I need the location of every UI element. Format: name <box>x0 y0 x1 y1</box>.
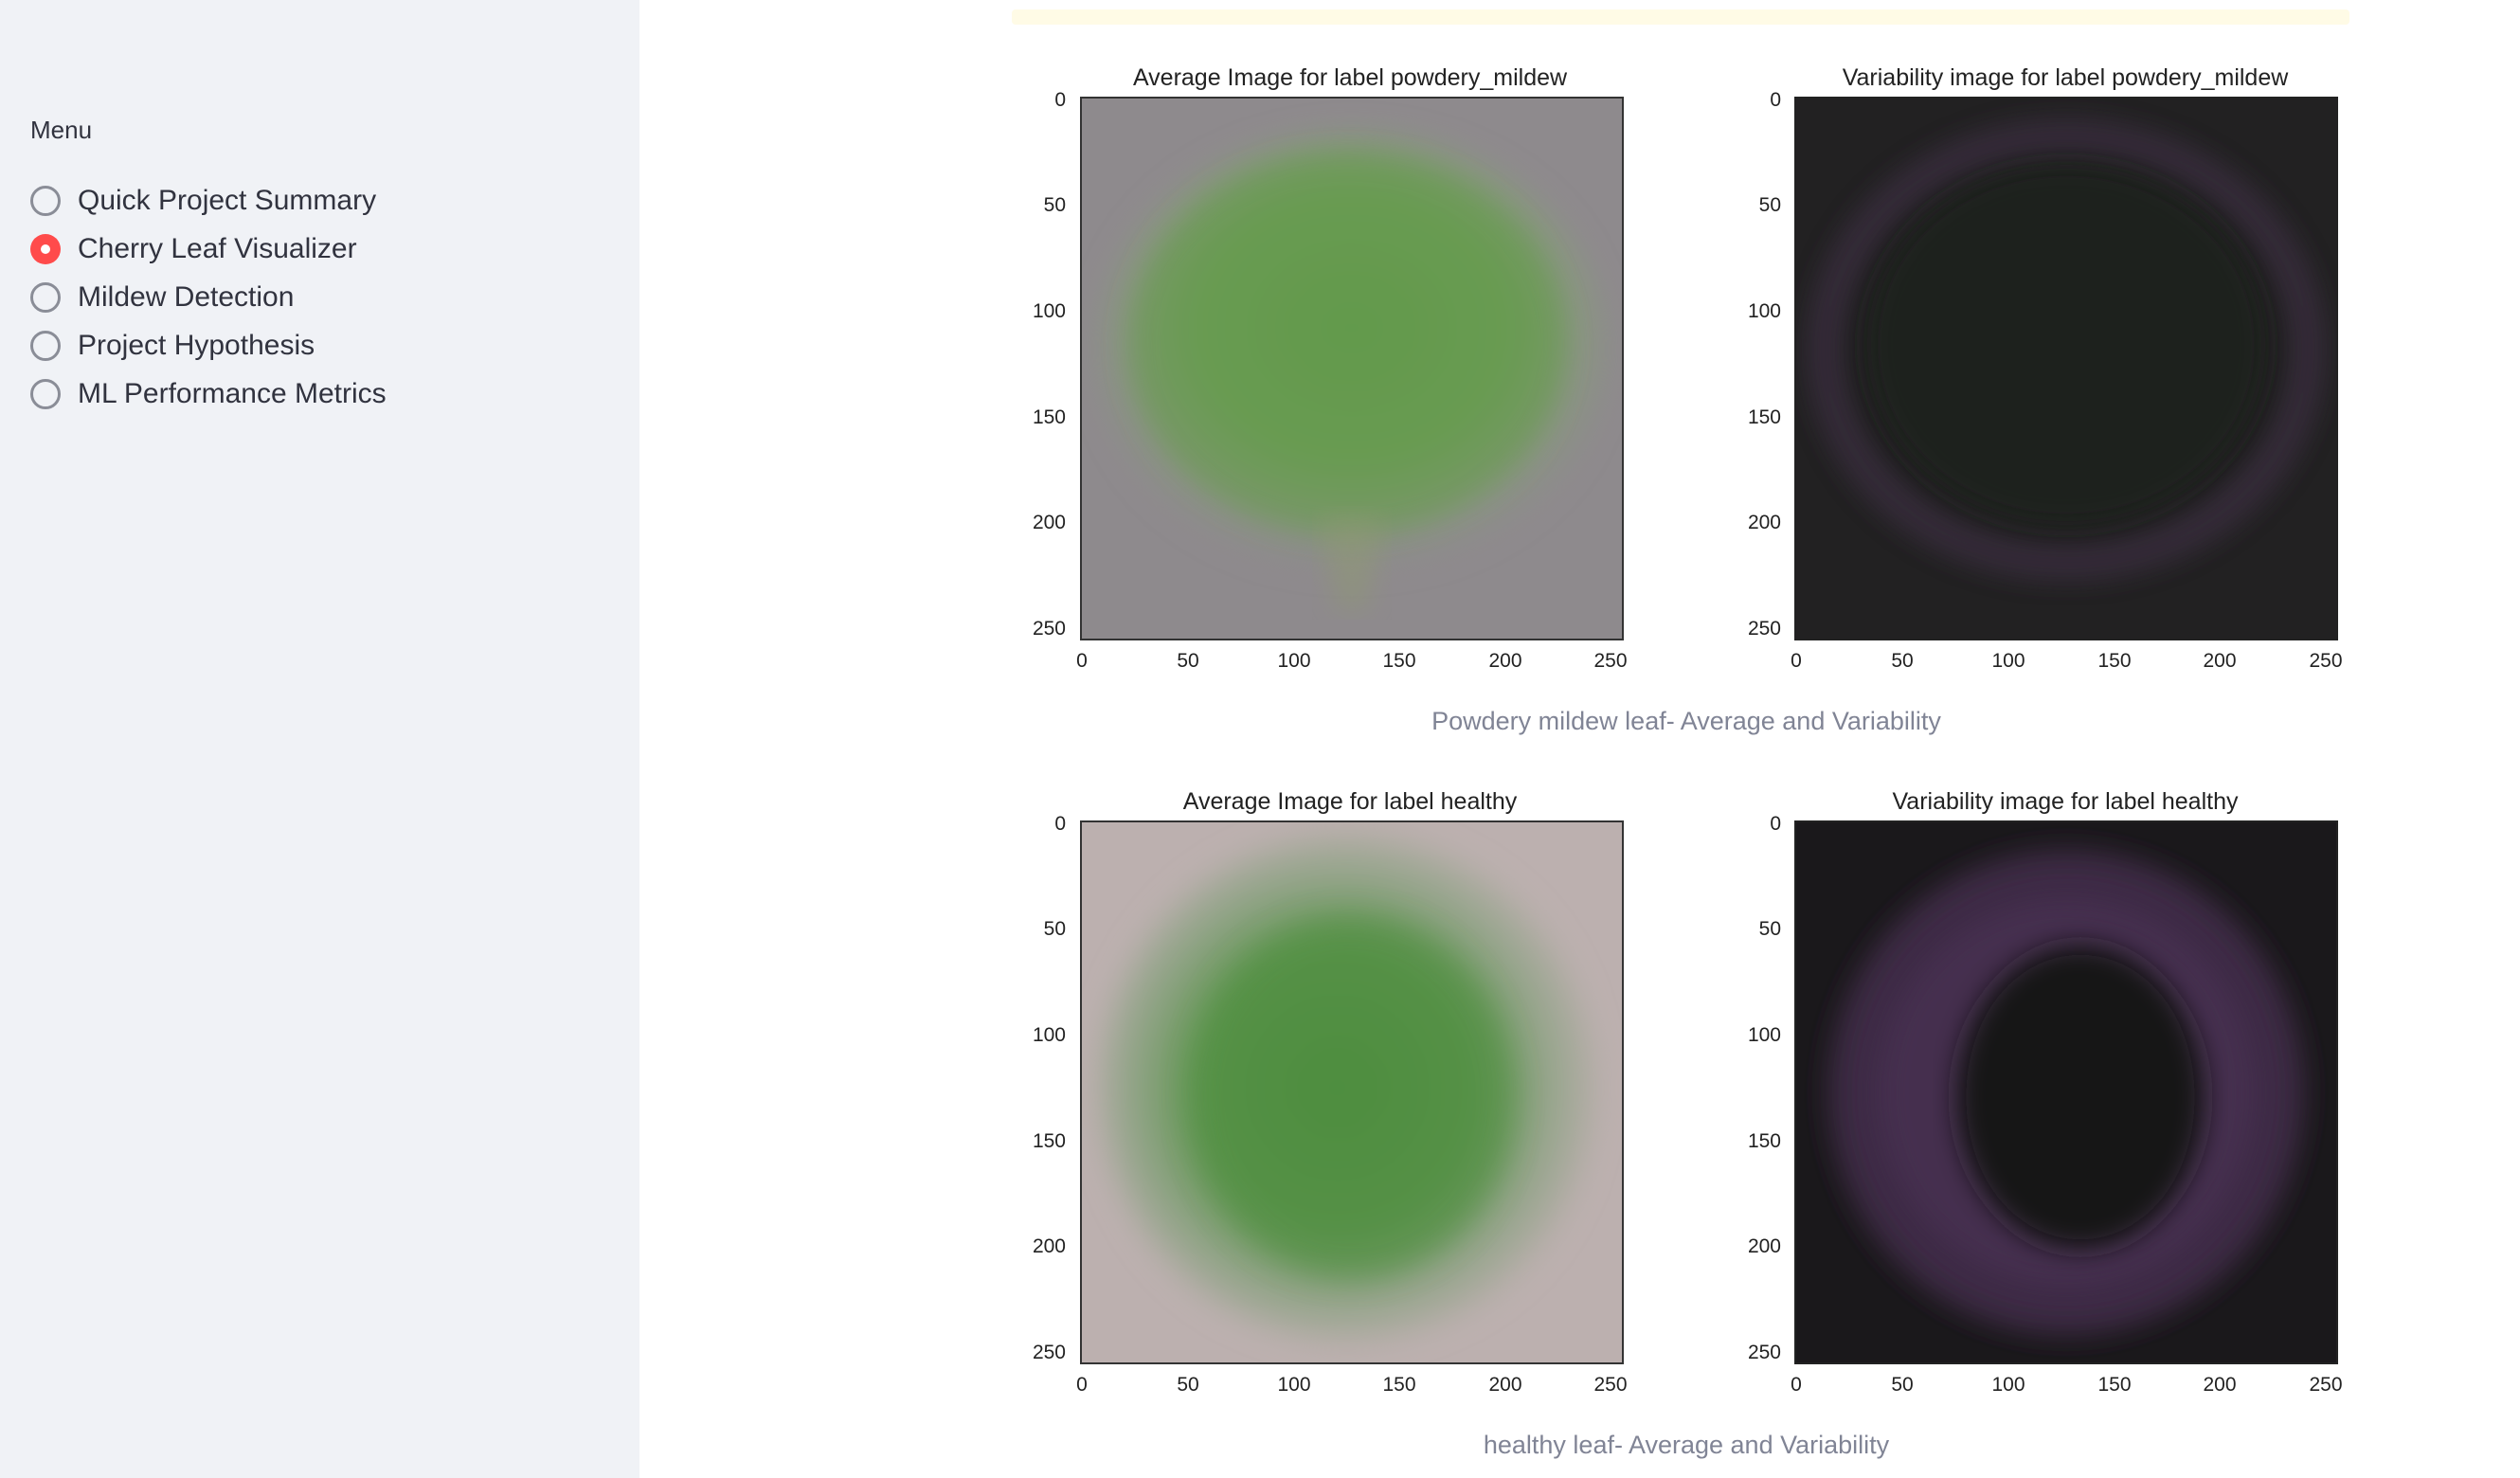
y-tick: 250 <box>1033 618 1066 640</box>
x-tick: 100 <box>1277 1374 1310 1397</box>
y-tick: 150 <box>1748 1130 1781 1153</box>
y-tick: 200 <box>1033 512 1066 534</box>
menu-item-label: Cherry Leaf Visualizer <box>78 233 357 265</box>
x-tick: 150 <box>2097 1374 2131 1397</box>
y-tick: 100 <box>1033 300 1066 323</box>
x-tick: 200 <box>2203 1374 2236 1397</box>
y-tick: 50 <box>1044 918 1066 941</box>
x-tick: 200 <box>1488 650 1521 673</box>
y-tick: 50 <box>1759 194 1781 217</box>
pm-variability-image <box>1794 97 2338 640</box>
x-tick: 250 <box>1593 1374 1627 1397</box>
radio-selected-icon[interactable] <box>30 234 61 264</box>
x-tick: 50 <box>1891 650 1913 673</box>
pm-variability-title: Variability image for label powdery_mild… <box>1843 64 2289 92</box>
sidebar: Menu Quick Project Summary Cherry Leaf V… <box>0 0 639 1478</box>
y-tick: 100 <box>1748 1024 1781 1047</box>
y-tick: 100 <box>1033 1024 1066 1047</box>
healthy-average-title: Average Image for label healthy <box>1183 788 1518 816</box>
x-tick: 250 <box>2309 1374 2342 1397</box>
menu-item-ml-performance-metrics[interactable]: ML Performance Metrics <box>30 370 387 418</box>
x-tick: 100 <box>1991 650 2025 673</box>
x-tick: 0 <box>1076 650 1088 673</box>
x-tick: 150 <box>1382 650 1415 673</box>
pm-caption: Powdery mildew leaf- Average and Variabi… <box>1431 707 1941 736</box>
x-tick: 150 <box>2097 650 2131 673</box>
menu-item-label: ML Performance Metrics <box>78 378 387 410</box>
menu-item-label: Mildew Detection <box>78 281 294 314</box>
healthy-variability-image <box>1794 820 2338 1364</box>
y-tick: 0 <box>1770 89 1781 112</box>
menu-radio-group: Quick Project Summary Cherry Leaf Visual… <box>30 176 387 418</box>
x-tick: 50 <box>1177 650 1198 673</box>
y-tick: 0 <box>1770 813 1781 836</box>
x-tick: 50 <box>1177 1374 1198 1397</box>
x-tick: 0 <box>1791 1374 1802 1397</box>
y-tick: 250 <box>1748 618 1781 640</box>
healthy-variability-title: Variability image for label healthy <box>1892 788 2238 816</box>
y-tick: 150 <box>1033 1130 1066 1153</box>
x-tick: 250 <box>2309 650 2342 673</box>
x-tick: 200 <box>2203 650 2236 673</box>
pm-average-title: Average Image for label powdery_mildew <box>1133 64 1567 92</box>
y-tick: 200 <box>1748 1235 1781 1258</box>
y-tick: 50 <box>1044 194 1066 217</box>
healthy-caption: healthy leaf- Average and Variability <box>1484 1431 1889 1460</box>
radio-unselected-icon[interactable] <box>30 379 61 409</box>
pm-average-image <box>1080 97 1624 640</box>
info-banner-bar <box>1012 9 2349 25</box>
x-tick: 0 <box>1791 650 1802 673</box>
y-tick: 150 <box>1033 406 1066 429</box>
y-tick: 150 <box>1748 406 1781 429</box>
menu-title: Menu <box>30 116 92 145</box>
x-tick: 200 <box>1488 1374 1521 1397</box>
x-tick: 50 <box>1891 1374 1913 1397</box>
radio-unselected-icon[interactable] <box>30 282 61 313</box>
x-tick: 100 <box>1991 1374 2025 1397</box>
y-tick: 0 <box>1054 813 1066 836</box>
menu-item-mildew-detection[interactable]: Mildew Detection <box>30 273 387 321</box>
menu-item-cherry-leaf-visualizer[interactable]: Cherry Leaf Visualizer <box>30 225 387 273</box>
x-tick: 150 <box>1382 1374 1415 1397</box>
x-tick: 100 <box>1277 650 1310 673</box>
y-tick: 250 <box>1033 1342 1066 1364</box>
y-tick: 250 <box>1748 1342 1781 1364</box>
y-tick: 0 <box>1054 89 1066 112</box>
radio-unselected-icon[interactable] <box>30 331 61 361</box>
x-tick: 250 <box>1593 650 1627 673</box>
y-tick: 200 <box>1033 1235 1066 1258</box>
healthy-average-image <box>1080 820 1624 1364</box>
y-tick: 200 <box>1748 512 1781 534</box>
menu-item-label: Project Hypothesis <box>78 330 315 362</box>
x-tick: 0 <box>1076 1374 1088 1397</box>
y-tick: 50 <box>1759 918 1781 941</box>
menu-item-quick-project-summary[interactable]: Quick Project Summary <box>30 176 387 225</box>
menu-item-label: Quick Project Summary <box>78 185 376 217</box>
y-tick: 100 <box>1748 300 1781 323</box>
menu-item-project-hypothesis[interactable]: Project Hypothesis <box>30 321 387 370</box>
radio-unselected-icon[interactable] <box>30 186 61 216</box>
